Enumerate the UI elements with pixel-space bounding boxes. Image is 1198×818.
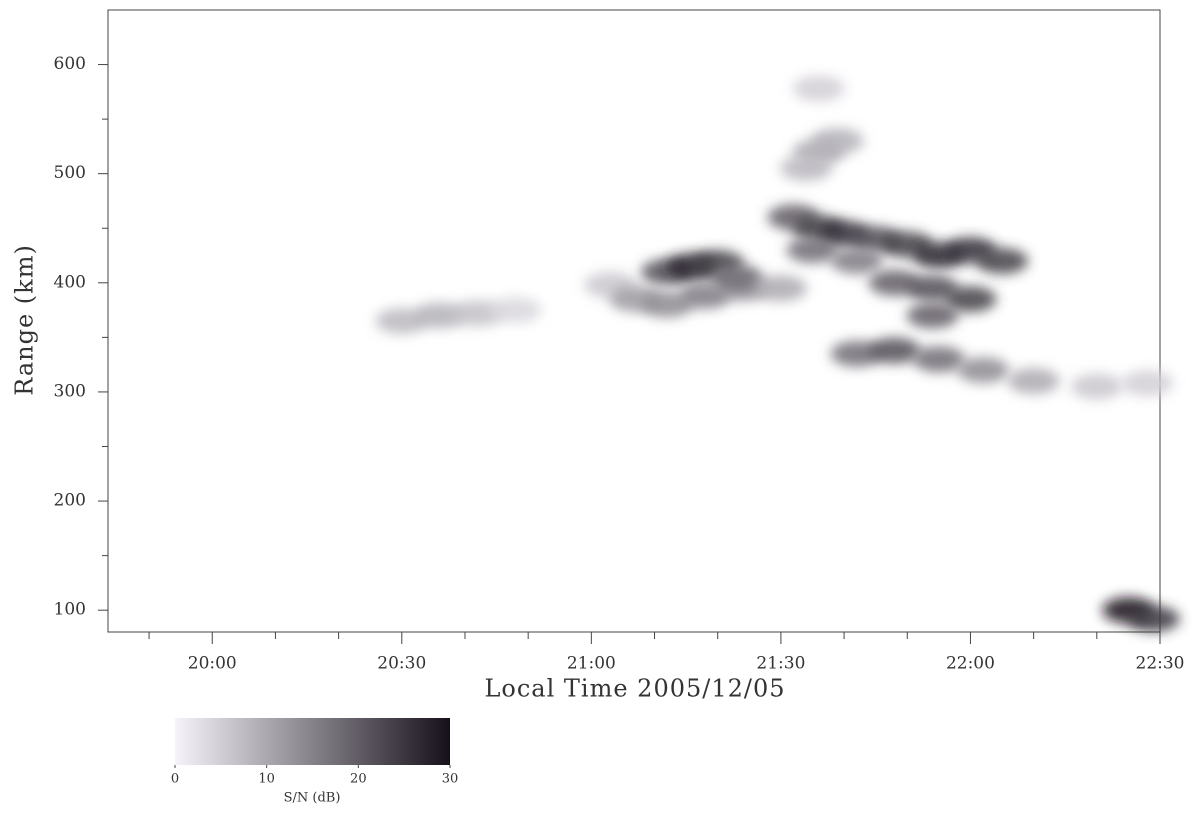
echo-blob: [490, 297, 542, 323]
echo-blob: [869, 337, 921, 363]
x-tick-label: 22:00: [946, 654, 995, 674]
x-tick-label: 20:00: [188, 654, 237, 674]
colorbar-tick-label: 10: [258, 772, 275, 787]
echo-blob: [1128, 606, 1180, 632]
echo-blob: [1071, 373, 1123, 399]
x-tick-label: 20:30: [377, 654, 426, 674]
echo-blob: [976, 248, 1028, 274]
colorbar-tick-label: 0: [171, 772, 179, 787]
x-axis-label: Local Time 2005/12/05: [484, 675, 785, 703]
x-tick-label: 22:30: [1136, 654, 1185, 674]
echo-blob: [780, 155, 832, 181]
y-tick-label: 400: [54, 272, 86, 292]
x-tick-label: 21:30: [756, 654, 805, 674]
y-tick-label: 500: [54, 163, 86, 183]
colorbar-tick-label: 30: [442, 772, 459, 787]
echo-blob: [711, 264, 763, 290]
y-tick-label: 100: [54, 600, 86, 620]
y-tick-label: 200: [54, 491, 86, 511]
chart: Local Time 2005/12/05 Range (km) S/N (dB…: [0, 0, 1198, 814]
y-tick-label: 600: [54, 54, 86, 74]
y-tick-label: 300: [54, 381, 86, 401]
colorbar: [175, 718, 450, 765]
y-axis-label: Range (km): [11, 244, 39, 396]
echo-blob: [755, 275, 807, 301]
colorbar-tick-label: 20: [350, 772, 367, 787]
x-tick-label: 21:00: [567, 654, 616, 674]
echo-blob: [812, 128, 864, 154]
echo-blob: [831, 248, 883, 274]
colorbar-label: S/N (dB): [284, 791, 341, 806]
echo-blob: [793, 76, 845, 102]
plot-frame: [108, 10, 1160, 632]
echo-blob: [1008, 368, 1060, 394]
echo-blob: [1121, 370, 1173, 396]
echo-blob: [913, 346, 965, 372]
echo-blob: [786, 237, 838, 263]
echo-blob: [957, 357, 1009, 383]
echo-blob: [907, 303, 959, 329]
